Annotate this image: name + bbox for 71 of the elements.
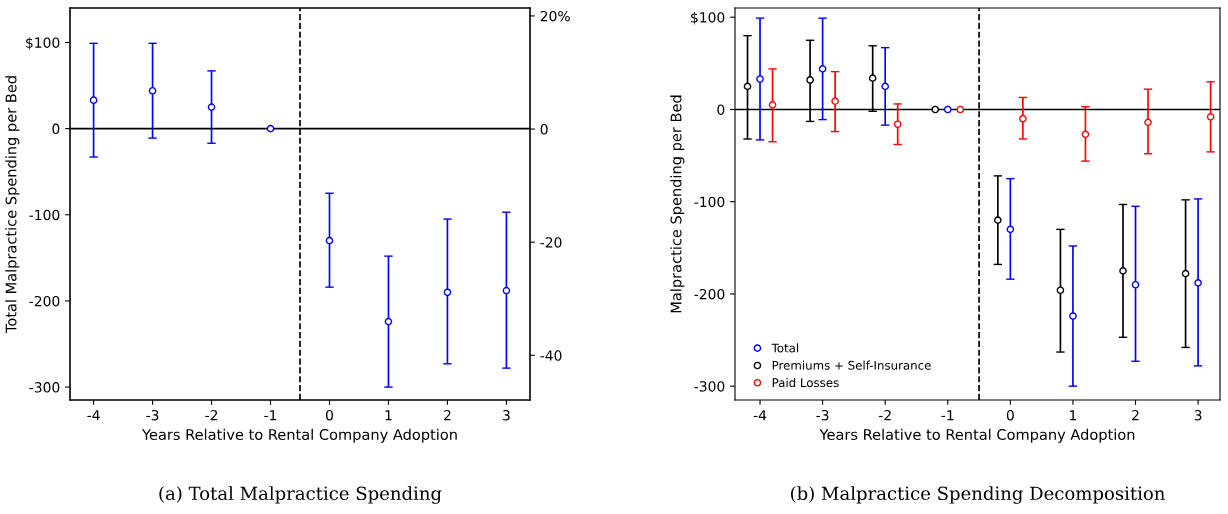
y2-tick-label: 0 <box>540 124 548 135</box>
point <box>806 76 814 84</box>
y-axis-title: Malpractice Spending per Bed <box>670 95 685 313</box>
point <box>756 75 764 83</box>
legend-label: Total <box>771 343 799 353</box>
point <box>768 101 777 109</box>
point <box>148 86 157 95</box>
point <box>1206 113 1215 121</box>
y-tick-label: 0 <box>717 104 725 115</box>
point <box>943 105 952 114</box>
x-tick-label: -1 <box>264 410 277 421</box>
point <box>1181 269 1190 278</box>
x-tick-label: 0 <box>325 409 333 421</box>
point <box>207 103 216 111</box>
y2-tick-label: -20 <box>540 237 562 248</box>
point <box>994 216 1002 224</box>
y-tick-label: -200 <box>29 295 60 307</box>
point <box>956 105 965 114</box>
point <box>868 74 877 82</box>
x-tick-label: 1 <box>1070 410 1077 421</box>
point <box>1144 118 1152 127</box>
point <box>266 124 275 133</box>
point <box>1081 130 1090 139</box>
point <box>818 65 827 73</box>
x-tick-label: 1 <box>385 410 392 421</box>
y2-tick-label: -40 <box>540 350 562 361</box>
point <box>1056 286 1065 295</box>
point <box>502 286 511 295</box>
text: (a) Total Malpractice Spending <box>159 486 442 504</box>
x-tick-label: 3 <box>503 409 510 421</box>
point <box>89 96 98 105</box>
point <box>325 236 334 245</box>
y-tick-label: $100 <box>26 37 60 50</box>
x-tick-label: -1 <box>941 410 954 421</box>
point <box>1006 225 1015 234</box>
point <box>1019 114 1027 123</box>
x-tick-label: -3 <box>146 409 159 421</box>
point <box>1069 312 1077 320</box>
y-tick-label: -200 <box>694 288 725 300</box>
x-tick-label: -4 <box>753 410 767 421</box>
point <box>1131 280 1140 289</box>
x-axis-title: Years Relative to Rental Company Adoption <box>819 428 1135 443</box>
point <box>743 82 752 91</box>
y-tick-label: -300 <box>29 382 60 393</box>
point <box>831 97 839 105</box>
x-tick-label: 2 <box>444 409 451 421</box>
text: (b) Malpractice Spending Decomposition <box>791 486 1165 504</box>
legend-label: Premiums + Self-Insurance <box>772 360 931 370</box>
y2-tick-label: 20% <box>540 10 570 22</box>
point <box>893 120 902 129</box>
x-tick-label: 3 <box>1194 409 1202 421</box>
x-tick-label: 2 <box>1132 409 1139 421</box>
y-tick-label: -100 <box>694 196 725 208</box>
y-tick-label: -300 <box>694 381 725 392</box>
x-tick-label: -2 <box>205 409 218 421</box>
point <box>443 288 452 297</box>
y-axis-title: Total Malpractice Spending per Bed <box>5 76 20 334</box>
point <box>1194 279 1202 287</box>
y-tick-label: $100 <box>691 11 725 25</box>
point <box>1119 267 1127 275</box>
point <box>384 317 393 326</box>
x-tick-label: -3 <box>816 409 829 421</box>
point <box>881 82 890 91</box>
x-tick-label: -4 <box>87 410 100 421</box>
x-tick-label: 0 <box>1006 409 1014 421</box>
y-tick-label: 0 <box>52 123 60 135</box>
x-axis-title: Years Relative to Rental Company Adoption <box>141 428 457 443</box>
x-tick-label: -2 <box>878 409 891 421</box>
point <box>931 105 940 114</box>
legend-label: Paid Losses <box>772 377 839 388</box>
y-tick-label: -100 <box>29 209 60 221</box>
